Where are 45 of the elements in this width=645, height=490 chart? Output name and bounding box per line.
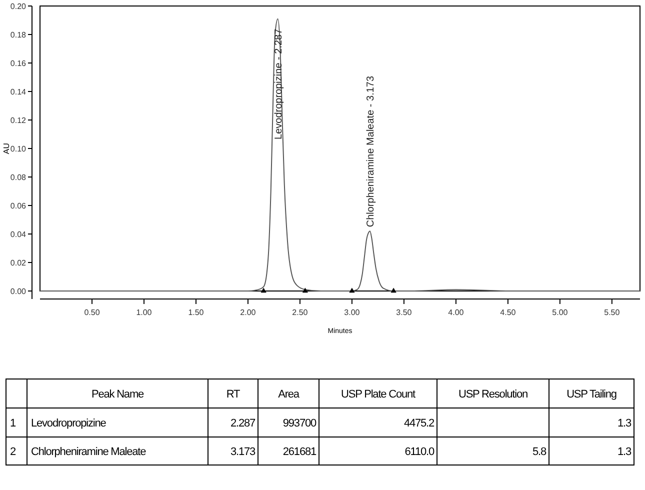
text: 2 [10, 446, 16, 458]
text: 3.173 [230, 446, 256, 458]
category-label: Peak Name [91, 388, 144, 400]
y-tick-label: 0.14 [10, 87, 27, 96]
y-tick-label: 0.02 [10, 258, 27, 268]
x-tick-label: 3.50 [396, 308, 412, 317]
y-tick-label: 0.20 [10, 2, 27, 11]
y-tick-label: 0.08 [10, 172, 27, 182]
annotation: Chlorpheniramine Maleate - 3.173 [365, 76, 376, 228]
text: 261681 [282, 446, 316, 458]
x-tick-label: 2.50 [292, 308, 308, 317]
text: 1 [10, 417, 16, 430]
x-tick-label: 1.00 [136, 308, 152, 317]
text: 6110.0 [404, 446, 434, 458]
y-tick-label: 0.18 [10, 30, 27, 40]
x-tick-label: 4.00 [448, 308, 464, 317]
x-tick-label: 3.00 [344, 308, 360, 317]
category-label: Area [278, 388, 300, 400]
x-tick-label: 2.00 [240, 308, 256, 317]
y-tick-label: 0.10 [10, 144, 27, 154]
x-tick-label: 1.50 [188, 308, 204, 317]
category-label: USP Resolution [458, 388, 528, 400]
x-tick-label: 5.50 [604, 308, 620, 317]
text: Chlorpheniramine Maleate [31, 446, 146, 458]
y-tick-label: 0.16 [10, 58, 27, 68]
y-axis-title: AU [2, 142, 11, 154]
text: 993700 [282, 417, 316, 430]
y-tick-label: 0.04 [10, 230, 27, 239]
text: 1.3 [618, 446, 632, 458]
x-tick-label: 4.50 [500, 308, 516, 317]
annotation: Levodropropizine - 2.287 [273, 28, 284, 140]
category-label: RT [226, 388, 241, 400]
text: 1.3 [618, 417, 632, 430]
text: Levodropropizine [31, 417, 106, 430]
y-tick-label: 0.00 [10, 286, 27, 296]
x-tick-label: 0.50 [84, 308, 100, 317]
category-label: USP Tailing [566, 388, 617, 400]
text: 4475.2 [404, 417, 434, 430]
x-tick-label: 5.00 [552, 308, 568, 317]
y-tick-label: 0.12 [10, 116, 27, 125]
category-label: USP Plate Count [341, 388, 416, 400]
line-series [40, 18, 640, 292]
text: 5.8 [532, 446, 546, 458]
y-tick-label: 0.06 [10, 201, 27, 210]
text: 2.287 [230, 417, 256, 430]
